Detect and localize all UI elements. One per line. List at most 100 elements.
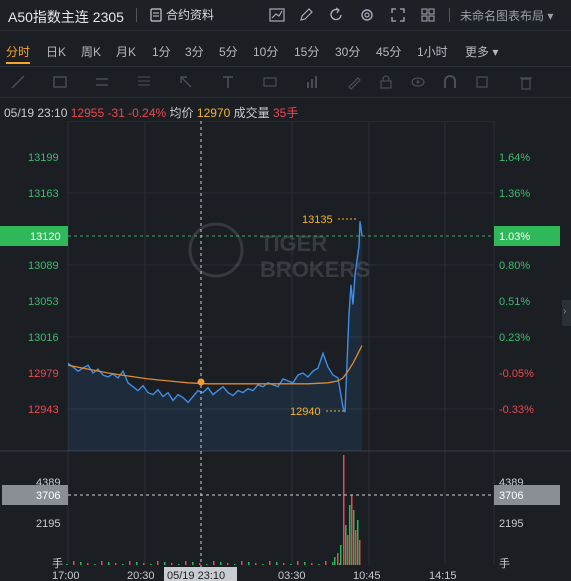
tab-timeframe-5min[interactable]: 5分 — [219, 45, 238, 59]
visibility-toggle-icon[interactable] — [474, 74, 490, 90]
price-series-group — [67, 221, 363, 451]
crosshair-pct-value: 1.03% — [499, 231, 530, 243]
volume-bar — [206, 564, 208, 565]
magnet-icon[interactable] — [442, 74, 458, 90]
volume-bar — [199, 563, 201, 565]
document-icon — [150, 7, 162, 22]
average-price-line — [67, 345, 363, 385]
price-axis-label: 13089 — [28, 260, 59, 272]
eye-icon[interactable] — [410, 74, 426, 90]
volume-bars — [66, 455, 361, 565]
contract-info-label: 合约资料 — [166, 8, 215, 22]
volume-bar — [80, 562, 82, 565]
volume-axis-label: 2195 — [36, 518, 60, 530]
title-bar: A50指数主连 2305 合约资料 未命名图表布局 ▾ — [0, 0, 571, 31]
quote-change: -31 — [107, 106, 125, 120]
volume-value: 35手 — [272, 106, 299, 120]
low-price-label: 12940 — [290, 406, 321, 418]
volume-bar — [345, 525, 347, 565]
text-tool-icon[interactable] — [220, 74, 236, 90]
volume-label: 成交量 — [233, 106, 270, 120]
line-tool-icon[interactable] — [10, 74, 26, 90]
arrow-tool-icon[interactable] — [178, 74, 194, 90]
tab-timeframe-10min[interactable]: 10分 — [253, 45, 279, 59]
grid-layout-icon[interactable] — [419, 6, 437, 24]
tab-timeframe-1hour[interactable]: 1小时 — [417, 45, 448, 59]
volume-bar — [87, 563, 89, 565]
volume-bar — [234, 564, 236, 565]
volume-bar — [150, 564, 152, 565]
crosshair-pct-tag — [494, 226, 560, 246]
lock-icon[interactable] — [378, 74, 394, 90]
avg-price-label: 均价 — [169, 106, 194, 120]
chart-type-icon[interactable] — [268, 6, 286, 24]
volume-bar — [339, 563, 341, 565]
trash-icon[interactable] — [518, 74, 534, 90]
brush-icon[interactable] — [346, 74, 362, 90]
refresh-icon[interactable] — [327, 6, 345, 24]
price-axis-label: 12943 — [28, 404, 59, 416]
volume-bar — [290, 564, 292, 565]
volume-bar — [262, 564, 264, 565]
measure-tool-icon[interactable] — [262, 74, 278, 90]
volume-bar — [129, 561, 131, 565]
price-line — [67, 221, 363, 413]
bars-tool-icon[interactable] — [304, 74, 320, 90]
quote-change-pct: -0.24% — [128, 106, 167, 120]
fullscreen-icon[interactable] — [389, 6, 407, 24]
chart-grid — [0, 121, 571, 565]
tab-timeframe-15min[interactable]: 15分 — [294, 45, 320, 59]
volume-bar — [269, 561, 271, 565]
x-crosshair-tag — [164, 567, 237, 581]
tab-timeframe-month[interactable]: 月K — [116, 45, 137, 59]
tab-timeframe-intraday[interactable]: 分时 — [6, 45, 31, 59]
volume-bar — [94, 564, 96, 565]
volume-bar — [357, 520, 359, 565]
channel-tool-icon[interactable] — [94, 74, 110, 90]
tab-timeframe-3min[interactable]: 3分 — [185, 45, 204, 59]
volume-bar — [349, 505, 351, 565]
toolbar-separator — [449, 8, 450, 22]
crosshair-price-value: 13120 — [30, 231, 61, 243]
volume-bar — [334, 557, 336, 565]
settings-gear-icon[interactable] — [358, 6, 376, 24]
volume-bar — [283, 563, 285, 565]
volume-bar — [353, 510, 355, 565]
layout-dropdown[interactable]: 未命名图表布局 ▾ — [460, 7, 553, 24]
tab-timeframe-day[interactable]: 日K — [46, 45, 67, 59]
rectangle-tool-icon[interactable] — [52, 74, 68, 90]
volume-bar — [178, 564, 180, 565]
fib-tool-icon[interactable] — [136, 74, 152, 90]
crosshair-point — [197, 378, 205, 386]
price-axis-label: 13199 — [28, 152, 59, 164]
edit-icon[interactable] — [297, 6, 315, 24]
tab-timeframe-more[interactable]: 更多 ▾ — [465, 43, 498, 60]
chevron-right-icon: › — [563, 306, 567, 317]
chevron-down-icon: ▾ — [492, 45, 499, 59]
tab-timeframe-45min[interactable]: 45分 — [376, 45, 402, 59]
volume-bar — [227, 563, 229, 565]
intraday-chart[interactable]: TIGER BROKERS 13199 13163 13089 13053 13… — [0, 121, 571, 581]
active-tab-underline — [6, 62, 30, 64]
right-panel-toggle[interactable]: › — [562, 300, 571, 326]
high-price-label: 13135 — [302, 214, 333, 226]
watermark-line1: TIGER — [260, 231, 327, 256]
more-label: 更多 — [465, 45, 490, 59]
chevron-down-icon: ▾ — [547, 9, 554, 23]
price-axis-label: 13163 — [28, 188, 59, 200]
layout-label: 未命名图表布局 — [460, 9, 545, 23]
volume-bar — [122, 564, 124, 565]
x-axis-tick: 03:30 — [278, 570, 306, 581]
contract-info-button[interactable]: 合约资料 — [150, 6, 214, 23]
drawing-toolbar — [0, 66, 571, 98]
crosshair-price-tag — [0, 226, 68, 246]
volume-bar — [101, 561, 103, 565]
pct-axis-label: -0.33% — [499, 404, 534, 416]
volume-bar — [304, 562, 306, 565]
volume-bar — [340, 545, 342, 565]
volume-bar — [164, 562, 166, 565]
tab-timeframe-30min[interactable]: 30分 — [335, 45, 361, 59]
volume-bar — [359, 540, 361, 565]
tab-timeframe-week[interactable]: 周K — [81, 45, 102, 59]
tab-timeframe-1min[interactable]: 1分 — [152, 45, 171, 59]
